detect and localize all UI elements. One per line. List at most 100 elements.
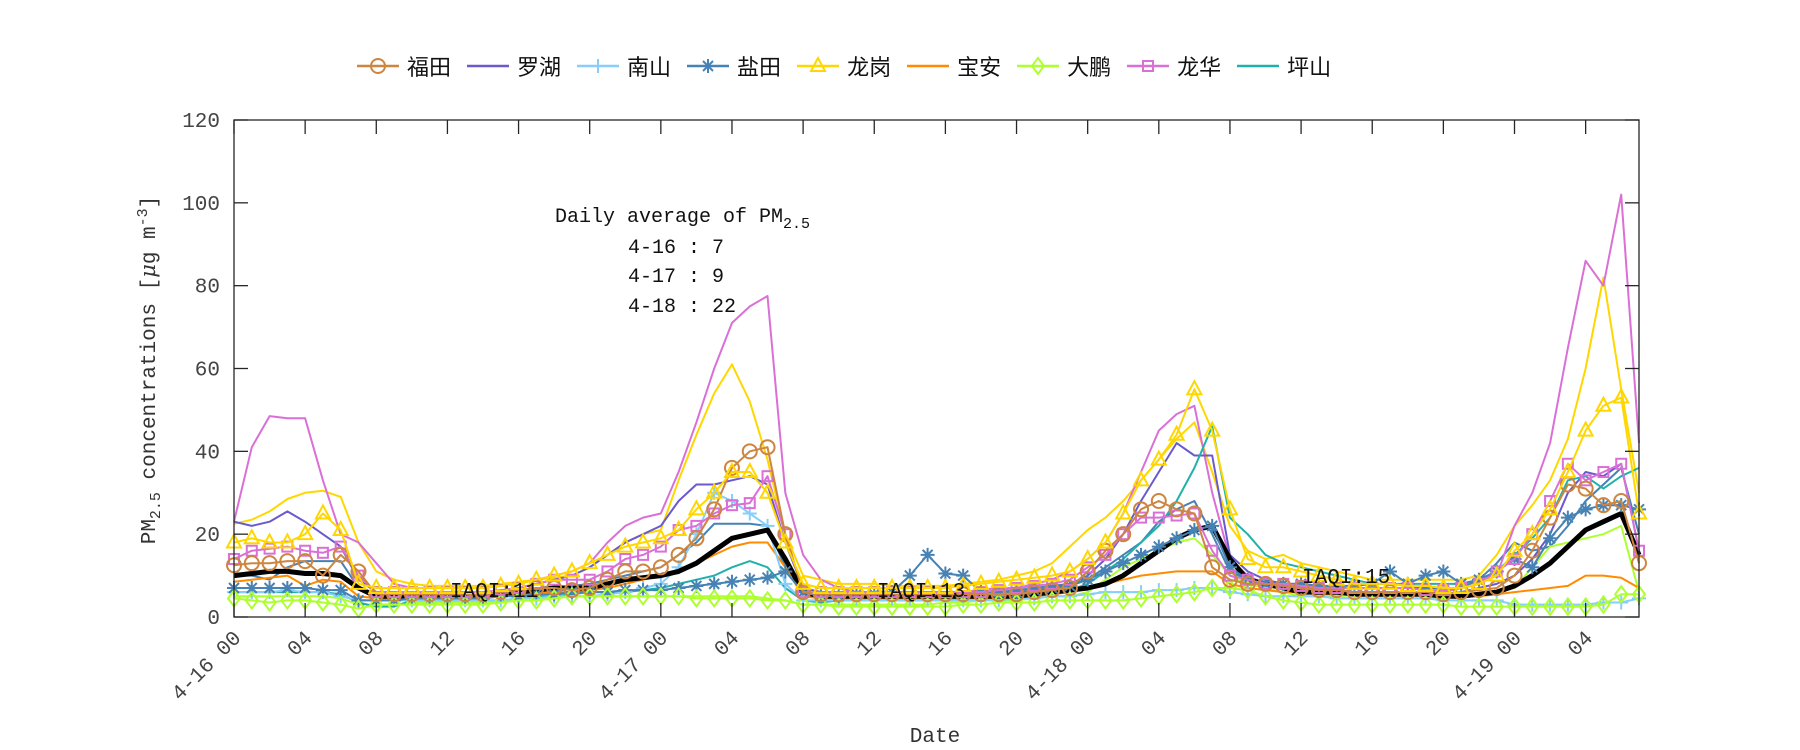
data-point-futian (1613, 493, 1630, 510)
legend-swatch-plus-icon (577, 59, 620, 73)
data-point-futian (1382, 584, 1399, 601)
data-point-longgang (758, 482, 777, 499)
data-point-longgang (314, 503, 332, 520)
data-point-futian (1133, 501, 1150, 518)
data-point-yantian (1578, 502, 1593, 517)
data-point-longgang (1221, 499, 1239, 516)
data-point-dapeng (920, 596, 935, 617)
data-point-longhua (1188, 507, 1201, 520)
data-point-dapeng (1418, 594, 1433, 615)
series-line-longgang-2 (233, 276, 1640, 587)
data-point-yantian (1205, 518, 1220, 533)
data-point-yantian (636, 583, 651, 598)
data-point-futian (581, 580, 598, 597)
data-point-yantian (564, 585, 579, 600)
data-point-yantian (280, 581, 295, 596)
data-point-longhua (1615, 457, 1628, 470)
data-point-longgang (474, 577, 492, 595)
data-point-futian (741, 443, 758, 460)
series-line-longgang (233, 388, 1640, 589)
data-point-longgang (349, 573, 368, 590)
data-point-longgang (1327, 569, 1346, 586)
data-point-yantian (760, 570, 775, 585)
data-point-longgang (1292, 561, 1310, 578)
data-point-futian (1150, 493, 1167, 510)
x-tick-label: 20 (1422, 628, 1456, 662)
data-point-yantian (475, 591, 490, 606)
data-point-yantian (742, 572, 757, 587)
x-tick-label: 12 (853, 628, 887, 662)
data-point-longgang (741, 461, 759, 479)
data-point-longgang (492, 575, 510, 592)
daily-average-title: Daily average of PM2.5 (555, 206, 810, 233)
data-point-yantian (1151, 539, 1166, 554)
y-tick-label: 60 (195, 360, 220, 383)
data-point-dapeng (1027, 592, 1042, 613)
data-point-futian (1506, 567, 1523, 584)
data-point-futian (297, 553, 314, 570)
y-axis-label: PM2.5 concentrations [μg m-3] (135, 196, 165, 545)
data-point-longhua (779, 528, 792, 541)
series-futian (226, 439, 1647, 603)
data-point-yantian (956, 568, 971, 583)
data-point-yantian (991, 585, 1006, 600)
data-point-nanshan (1134, 585, 1149, 600)
x-tick-label: 12 (426, 628, 460, 662)
data-point-futian (261, 555, 278, 572)
x-tick-label: 08 (1209, 628, 1243, 662)
data-point-dapeng (280, 590, 295, 611)
legend-label: 南山 (627, 56, 672, 81)
daily-average-line: 4-16 : 7 (628, 237, 725, 260)
data-point-dapeng (333, 594, 348, 615)
data-point-yantian (724, 574, 739, 589)
legend-marker (701, 59, 716, 73)
data-point-futian (1168, 501, 1185, 518)
data-point-longgang (954, 575, 972, 592)
y-label-close: ] (139, 195, 162, 209)
legend-label: 大鹏 (1067, 56, 1112, 81)
data-point-longgang (830, 577, 848, 595)
data-point-yantian (1543, 531, 1558, 546)
data-point-futian (314, 567, 331, 584)
legend-marker (809, 55, 827, 72)
daily-average-line: 4-18 : 22 (628, 296, 737, 319)
legend-marker (1030, 56, 1046, 76)
legend-item: 宝安 (905, 50, 1001, 82)
data-point-longgang (616, 536, 634, 553)
data-point-futian (1044, 582, 1061, 599)
data-point-longgang (794, 573, 812, 590)
data-point-longgang (243, 528, 261, 545)
data-point-longgang (545, 565, 563, 582)
data-point-longgang (420, 577, 439, 595)
data-point-longgang (278, 532, 297, 549)
data-point-yantian (1329, 578, 1344, 593)
data-point-yantian (600, 585, 615, 600)
legend-swatch-triangle-icon (797, 55, 840, 72)
data-point-dapeng (760, 590, 775, 611)
data-point-futian (1346, 584, 1363, 601)
data-point-dapeng (1258, 586, 1273, 606)
data-point-dapeng (884, 596, 900, 617)
data-point-longgang (563, 561, 581, 578)
y-tick-label: 40 (195, 442, 220, 465)
data-point-longgang (1381, 573, 1399, 590)
data-point-longgang (598, 544, 617, 561)
data-point-longhua (725, 499, 738, 512)
data-point-nanshan (778, 576, 793, 591)
data-point-longgang (260, 532, 279, 549)
data-point-longhua (1561, 457, 1574, 470)
data-point-dapeng (404, 594, 420, 615)
data-point-longgang (990, 571, 1008, 588)
data-point-yantian (1525, 560, 1540, 575)
legend-item: 龙华 (1125, 50, 1221, 82)
data-point-longgang (812, 577, 830, 595)
iaqi-label: IAQI:11 (450, 581, 539, 604)
data-point-longgang (1061, 561, 1079, 578)
data-point-dapeng (1276, 590, 1291, 611)
data-point-futian (1115, 526, 1132, 543)
data-point-dapeng (457, 594, 473, 615)
x-tick-label: 12 (1280, 628, 1314, 662)
data-point-longgang (1078, 548, 1097, 566)
data-point-longhua (1152, 511, 1165, 524)
